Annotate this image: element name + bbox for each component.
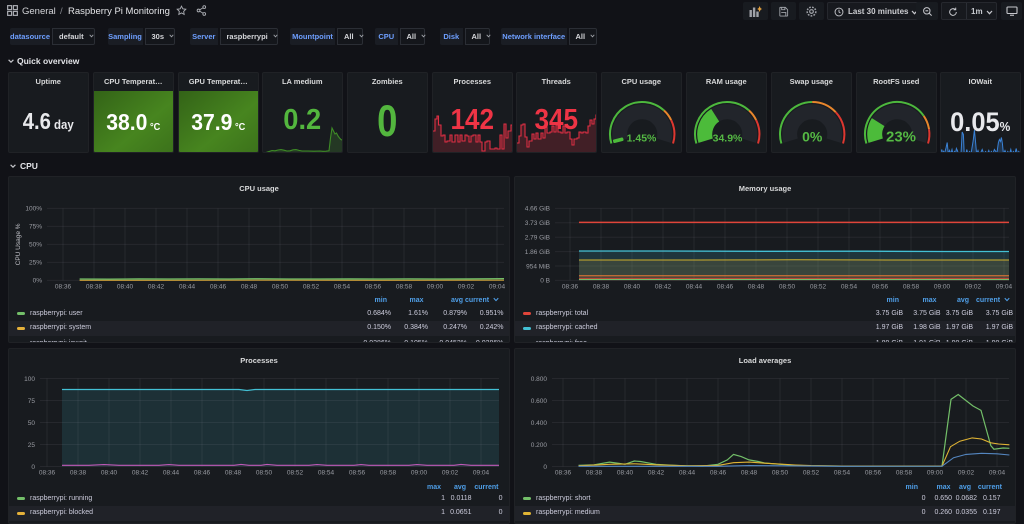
svg-text:75%: 75% <box>29 224 42 231</box>
svg-text:0.400: 0.400 <box>531 420 548 427</box>
svg-text:08:52: 08:52 <box>303 283 320 290</box>
svg-text:1.86 GiB: 1.86 GiB <box>525 249 550 256</box>
svg-text:954 MiB: 954 MiB <box>526 263 550 270</box>
svg-text:08:40: 08:40 <box>117 283 134 290</box>
svg-text:2.79 GiB: 2.79 GiB <box>525 235 550 242</box>
svg-text:09:04: 09:04 <box>996 283 1013 290</box>
svg-text:08:44: 08:44 <box>686 283 703 290</box>
svg-text:08:42: 08:42 <box>132 470 149 477</box>
svg-text:08:46: 08:46 <box>194 470 211 477</box>
svg-text:08:48: 08:48 <box>741 470 758 477</box>
svg-text:08:58: 08:58 <box>896 470 913 477</box>
svg-text:08:42: 08:42 <box>148 283 165 290</box>
svg-text:08:38: 08:38 <box>593 283 610 290</box>
svg-text:09:04: 09:04 <box>489 283 506 290</box>
svg-text:08:40: 08:40 <box>624 283 641 290</box>
svg-text:08:58: 08:58 <box>396 283 413 290</box>
svg-text:0.800: 0.800 <box>531 376 548 383</box>
svg-text:09:02: 09:02 <box>958 470 975 477</box>
svg-text:08:36: 08:36 <box>555 470 572 477</box>
svg-text:08:54: 08:54 <box>834 470 851 477</box>
svg-text:08:38: 08:38 <box>586 470 603 477</box>
svg-text:08:56: 08:56 <box>872 283 889 290</box>
svg-text:09:02: 09:02 <box>458 283 475 290</box>
svg-text:100%: 100% <box>25 206 42 213</box>
svg-text:09:00: 09:00 <box>427 283 444 290</box>
svg-text:08:46: 08:46 <box>717 283 734 290</box>
svg-text:08:42: 08:42 <box>655 283 672 290</box>
svg-text:25%: 25% <box>29 260 42 267</box>
svg-text:0.200: 0.200 <box>531 442 548 449</box>
svg-text:08:44: 08:44 <box>679 470 696 477</box>
svg-text:08:56: 08:56 <box>865 470 882 477</box>
svg-text:4.66 GiB: 4.66 GiB <box>525 206 550 213</box>
svg-text:23%: 23% <box>886 128 916 145</box>
svg-text:08:58: 08:58 <box>380 470 397 477</box>
svg-text:08:50: 08:50 <box>272 283 289 290</box>
svg-text:0 B: 0 B <box>540 278 550 285</box>
svg-text:08:54: 08:54 <box>841 283 858 290</box>
svg-text:0: 0 <box>543 464 547 471</box>
svg-text:08:38: 08:38 <box>86 283 103 290</box>
svg-text:08:56: 08:56 <box>365 283 382 290</box>
svg-text:CPU Usage %: CPU Usage % <box>15 223 22 265</box>
svg-text:08:40: 08:40 <box>101 470 118 477</box>
svg-text:08:48: 08:48 <box>225 470 242 477</box>
svg-text:08:40: 08:40 <box>617 470 634 477</box>
svg-text:08:36: 08:36 <box>562 283 579 290</box>
svg-text:1.45%: 1.45% <box>627 132 657 144</box>
svg-text:08:46: 08:46 <box>710 470 727 477</box>
svg-text:08:48: 08:48 <box>241 283 258 290</box>
svg-text:08:44: 08:44 <box>179 283 196 290</box>
svg-text:08:48: 08:48 <box>748 283 765 290</box>
svg-text:0: 0 <box>31 464 35 471</box>
svg-text:08:52: 08:52 <box>803 470 820 477</box>
svg-text:08:50: 08:50 <box>772 470 789 477</box>
svg-text:09:00: 09:00 <box>411 470 428 477</box>
svg-text:0%: 0% <box>802 128 823 144</box>
svg-text:09:02: 09:02 <box>442 470 459 477</box>
svg-text:08:58: 08:58 <box>903 283 920 290</box>
svg-text:08:54: 08:54 <box>334 283 351 290</box>
svg-text:08:46: 08:46 <box>210 283 227 290</box>
svg-text:0%: 0% <box>33 278 43 285</box>
svg-text:08:38: 08:38 <box>70 470 87 477</box>
svg-text:09:00: 09:00 <box>927 470 944 477</box>
svg-text:08:50: 08:50 <box>256 470 273 477</box>
svg-text:08:44: 08:44 <box>163 470 180 477</box>
svg-text:09:00: 09:00 <box>934 283 951 290</box>
svg-text:34.9%: 34.9% <box>713 132 743 144</box>
svg-text:50%: 50% <box>29 242 42 249</box>
svg-text:08:52: 08:52 <box>287 470 304 477</box>
svg-text:08:36: 08:36 <box>39 470 56 477</box>
svg-text:3.73 GiB: 3.73 GiB <box>525 220 550 227</box>
svg-text:08:52: 08:52 <box>810 283 827 290</box>
svg-text:08:54: 08:54 <box>318 470 335 477</box>
svg-text:08:36: 08:36 <box>55 283 72 290</box>
svg-text:09:04: 09:04 <box>473 470 490 477</box>
svg-text:100: 100 <box>24 376 35 383</box>
svg-text:08:50: 08:50 <box>779 283 796 290</box>
svg-text:0.600: 0.600 <box>531 398 548 405</box>
svg-text:75: 75 <box>28 398 36 405</box>
svg-text:09:02: 09:02 <box>965 283 982 290</box>
svg-text:50: 50 <box>28 420 36 427</box>
svg-text:09:04: 09:04 <box>989 470 1006 477</box>
svg-text:25: 25 <box>28 442 36 449</box>
svg-text:08:42: 08:42 <box>648 470 665 477</box>
svg-text:08:56: 08:56 <box>349 470 366 477</box>
